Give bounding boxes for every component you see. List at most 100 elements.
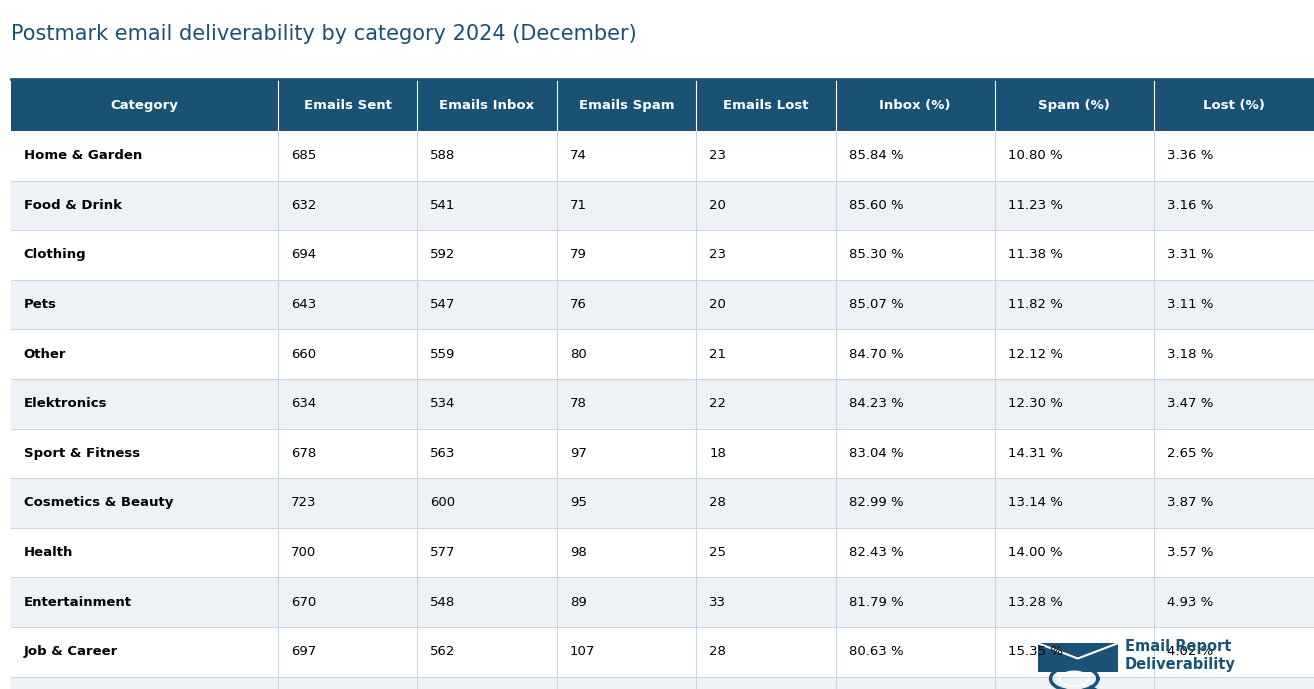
Bar: [11, 627, 277, 677]
Bar: [418, 79, 557, 131]
Bar: [418, 429, 557, 478]
Text: 3.47 %: 3.47 %: [1167, 398, 1213, 410]
Bar: [418, 181, 557, 230]
Bar: [418, 329, 557, 379]
Text: 83.04 %: 83.04 %: [849, 447, 904, 460]
Text: 588: 588: [431, 150, 456, 162]
Bar: [557, 627, 696, 677]
Text: Sport & Fitness: Sport & Fitness: [24, 447, 139, 460]
Bar: [995, 627, 1154, 677]
Bar: [696, 478, 836, 528]
Bar: [836, 280, 995, 329]
Text: 3.18 %: 3.18 %: [1167, 348, 1213, 360]
Bar: [277, 429, 418, 478]
Text: 28: 28: [710, 497, 727, 509]
Text: 11.23 %: 11.23 %: [1008, 199, 1063, 212]
Bar: [995, 528, 1154, 577]
Bar: [1038, 644, 1117, 672]
Bar: [696, 230, 836, 280]
Text: 700: 700: [290, 546, 317, 559]
Text: 82.99 %: 82.99 %: [849, 497, 904, 509]
Text: 548: 548: [431, 596, 456, 608]
Bar: [1154, 677, 1314, 689]
Text: Email Report: Email Report: [1125, 639, 1231, 654]
Text: 600: 600: [431, 497, 456, 509]
Text: 18: 18: [710, 447, 727, 460]
Text: Spam (%): Spam (%): [1038, 99, 1110, 112]
Bar: [836, 429, 995, 478]
Text: 25: 25: [710, 546, 727, 559]
Bar: [836, 181, 995, 230]
Bar: [696, 577, 836, 627]
Text: 13.28 %: 13.28 %: [1008, 596, 1063, 608]
Bar: [418, 677, 557, 689]
Text: 85.30 %: 85.30 %: [849, 249, 904, 261]
Text: 563: 563: [431, 447, 456, 460]
Bar: [418, 528, 557, 577]
Text: Pets: Pets: [24, 298, 57, 311]
Text: Lost (%): Lost (%): [1202, 99, 1265, 112]
Text: 723: 723: [290, 497, 317, 509]
Bar: [696, 528, 836, 577]
Text: Emails Spam: Emails Spam: [578, 99, 674, 112]
Bar: [995, 131, 1154, 181]
Text: 85.07 %: 85.07 %: [849, 298, 904, 311]
Text: 4.02 %: 4.02 %: [1167, 646, 1213, 658]
Bar: [1154, 181, 1314, 230]
Text: 3.57 %: 3.57 %: [1167, 546, 1213, 559]
Text: Postmark email deliverability by category 2024 (December): Postmark email deliverability by categor…: [11, 24, 636, 44]
Text: 632: 632: [290, 199, 317, 212]
Bar: [418, 379, 557, 429]
Text: 10.80 %: 10.80 %: [1008, 150, 1063, 162]
Bar: [1154, 329, 1314, 379]
Text: 89: 89: [570, 596, 586, 608]
Text: Job & Career: Job & Career: [24, 646, 118, 658]
Text: 3.31 %: 3.31 %: [1167, 249, 1213, 261]
Text: 74: 74: [570, 150, 586, 162]
Bar: [11, 230, 277, 280]
Bar: [696, 677, 836, 689]
Bar: [836, 577, 995, 627]
Text: 592: 592: [431, 249, 456, 261]
Bar: [11, 528, 277, 577]
Bar: [1154, 230, 1314, 280]
Bar: [696, 131, 836, 181]
Bar: [836, 329, 995, 379]
Bar: [995, 379, 1154, 429]
Text: Deliverability: Deliverability: [1125, 657, 1235, 672]
Bar: [995, 79, 1154, 131]
Text: 15.35 %: 15.35 %: [1008, 646, 1063, 658]
Bar: [696, 181, 836, 230]
Text: Emails Sent: Emails Sent: [304, 99, 392, 112]
Text: 21: 21: [710, 348, 727, 360]
Bar: [1154, 627, 1314, 677]
Bar: [277, 280, 418, 329]
Bar: [277, 230, 418, 280]
Bar: [277, 79, 418, 131]
Bar: [277, 627, 418, 677]
Text: 95: 95: [570, 497, 586, 509]
Text: Cosmetics & Beauty: Cosmetics & Beauty: [24, 497, 173, 509]
Bar: [418, 131, 557, 181]
Bar: [11, 79, 277, 131]
Text: Food & Drink: Food & Drink: [24, 199, 122, 212]
Bar: [836, 131, 995, 181]
Text: Category: Category: [110, 99, 179, 112]
Text: 28: 28: [710, 646, 727, 658]
Text: Health: Health: [24, 546, 74, 559]
Text: 12.30 %: 12.30 %: [1008, 398, 1063, 410]
Text: 694: 694: [290, 249, 315, 261]
Text: 660: 660: [290, 348, 315, 360]
Bar: [418, 478, 557, 528]
Bar: [995, 181, 1154, 230]
Text: 85.84 %: 85.84 %: [849, 150, 904, 162]
Bar: [557, 577, 696, 627]
Bar: [696, 429, 836, 478]
Text: 23: 23: [710, 249, 727, 261]
Bar: [836, 230, 995, 280]
Text: 14.00 %: 14.00 %: [1008, 546, 1063, 559]
Text: 634: 634: [290, 398, 317, 410]
Text: Entertainment: Entertainment: [24, 596, 131, 608]
Text: Emails Inbox: Emails Inbox: [439, 99, 535, 112]
Bar: [277, 528, 418, 577]
